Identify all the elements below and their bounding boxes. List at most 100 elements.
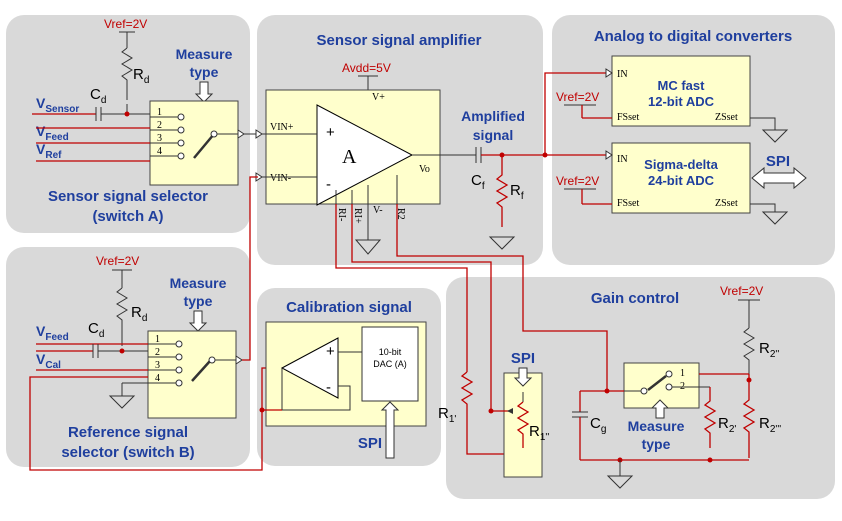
r2p-resistor	[703, 387, 717, 448]
svg-text:+: +	[326, 343, 335, 360]
sensor-selector-title: Sensor signal selector	[48, 188, 208, 205]
calibration-title: Calibration signal	[286, 299, 412, 316]
amplifier-title: Sensor signal amplifier	[316, 32, 481, 49]
vref-label-adc1: Vref=2V	[556, 90, 599, 104]
spi-bidirectional-arrow-icon[interactable]	[751, 166, 807, 190]
svg-text:VIN-: VIN-	[270, 173, 291, 184]
svg-text:ZSset: ZSset	[715, 112, 738, 123]
svg-text:+: +	[326, 124, 335, 141]
switch-b[interactable]	[147, 330, 237, 419]
svg-text:MC fast: MC fast	[658, 78, 706, 93]
svg-text:3: 3	[157, 133, 162, 144]
svg-text:Sigma-delta: Sigma-delta	[644, 157, 718, 172]
r2ppp-label: R2'''	[759, 415, 781, 435]
ground-icon-adc2	[761, 211, 789, 225]
svg-text:4: 4	[155, 373, 160, 384]
svg-text:4: 4	[157, 146, 162, 157]
svg-text:RI-: RI-	[336, 208, 347, 221]
rd-resistor-a	[121, 47, 133, 100]
spi-label-dac: SPI	[358, 435, 382, 452]
vref-label-adc2: Vref=2V	[556, 174, 599, 188]
gain-control-title: Gain control	[591, 290, 679, 307]
svg-text:Vo: Vo	[419, 164, 430, 175]
v-sensor-label: VSensor	[36, 95, 79, 115]
op-amp-triangle	[316, 104, 414, 206]
svg-text:V-: V-	[373, 205, 383, 216]
reference-selector-title: Reference signal	[68, 424, 188, 441]
v-cal-label: VCal	[36, 351, 61, 371]
svg-text:A: A	[342, 146, 357, 168]
buffer-triangle	[280, 337, 339, 399]
ground-icon-adc1	[761, 129, 789, 143]
svg-text:R2: R2	[395, 208, 406, 220]
svg-text:2: 2	[157, 120, 162, 131]
arrow-down-icon-b	[188, 310, 208, 332]
svg-text:FSset: FSset	[617, 198, 639, 209]
svg-text:2: 2	[155, 347, 160, 358]
r2p-label: R2'	[718, 415, 736, 435]
svg-text:VIN+: VIN+	[270, 122, 294, 133]
amplified-signal-label-2: signal	[473, 127, 513, 143]
svg-text:FSset: FSset	[617, 112, 639, 123]
rd-resistor-b	[116, 287, 128, 346]
ground-icon-b	[108, 395, 136, 409]
v-feed-label-b: VFeed	[36, 323, 69, 343]
gain-switch[interactable]	[623, 362, 700, 409]
arrow-up-icon-dac[interactable]	[380, 401, 400, 459]
vref-label-a: Vref=2V	[104, 17, 147, 31]
svg-text:1: 1	[680, 368, 685, 379]
r1pp-resistor	[516, 401, 530, 448]
adc-sigma-delta	[611, 142, 751, 214]
svg-text:-: -	[326, 176, 331, 193]
avdd-label: Avdd=5V	[342, 61, 391, 75]
digipot-box	[503, 372, 543, 478]
cd-label-b: Cd	[88, 320, 104, 340]
v-ref-label: VRef	[36, 141, 62, 161]
svg-text:-: -	[326, 379, 331, 396]
spi-label-adc: SPI	[766, 153, 790, 170]
r1p-resistor	[460, 371, 517, 455]
adc-fast	[611, 55, 751, 127]
measure-type-label-gain2: type	[642, 436, 671, 452]
svg-text:24-bit ADC: 24-bit ADC	[648, 173, 715, 188]
measure-type-label-b: Measure	[170, 275, 227, 291]
r1p-label: R1'	[438, 405, 456, 425]
measure-type-label-b2: type	[184, 293, 213, 309]
r1pp-label: R1''	[529, 423, 549, 443]
rf-resistor	[495, 155, 509, 227]
measure-type-label-a: Measure	[176, 46, 233, 62]
svg-text:RI+: RI+	[352, 208, 363, 224]
v-feed-label-a: VFeed	[36, 123, 69, 143]
rd-label-a: Rd	[133, 66, 149, 86]
adc-title: Analog to digital converters	[594, 28, 792, 45]
cf-label: Cf	[471, 172, 485, 192]
svg-text:12-bit ADC: 12-bit ADC	[648, 94, 715, 109]
svg-text:3: 3	[155, 360, 160, 371]
vref-label-gain: Vref=2V	[720, 284, 763, 298]
ground-icon-amp	[354, 239, 382, 255]
svg-text:10-bit: 10-bit	[379, 347, 402, 357]
measure-type-label-a2: type	[190, 64, 219, 80]
measure-type-label-gain: Measure	[628, 418, 685, 434]
reference-selector-subtitle: selector (switch B)	[61, 444, 194, 461]
dac-box	[361, 326, 419, 402]
svg-text:1: 1	[155, 334, 160, 345]
sensor-selector-subtitle: (switch A)	[92, 208, 163, 225]
vref-label-b: Vref=2V	[96, 254, 139, 268]
r2ppp-resistor	[742, 380, 756, 458]
svg-text:1: 1	[157, 107, 162, 118]
rd-label-b: Rd	[131, 304, 147, 324]
svg-text:V+: V+	[372, 92, 385, 103]
cg-label: Cg	[590, 415, 606, 435]
svg-text:DAC (A): DAC (A)	[373, 359, 407, 369]
r2pp-resistor	[743, 327, 755, 380]
ground-icon-gain	[606, 475, 634, 489]
rf-label: Rf	[510, 182, 524, 202]
arrow-up-icon-gain	[650, 399, 670, 419]
arrow-down-icon-digipot[interactable]	[513, 367, 533, 387]
cd-label-a: Cd	[90, 86, 106, 106]
svg-text:IN: IN	[617, 69, 628, 80]
svg-text:ZSset: ZSset	[715, 198, 738, 209]
amplified-signal-label: Amplified	[461, 108, 525, 124]
